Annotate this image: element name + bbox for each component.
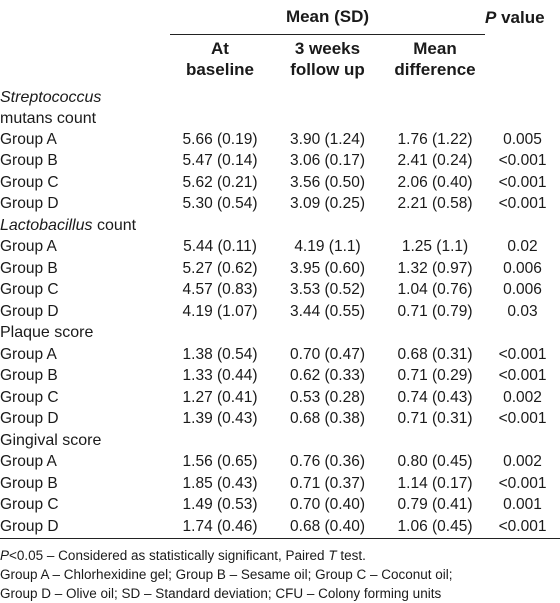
col-baseline-header: At baseline [185,39,255,79]
p-value-header: P value [485,0,560,83]
col-followup-header: 3 weeks follow up [290,39,365,79]
table-row: Group D 1.39 (0.43) 0.68 (0.38) 0.71 (0.31)… [0,410,547,428]
table-row: Group C 5.62 (0.21) 3.56 (0.50) 2.06 (0.40)… [0,173,547,191]
table-footnote: P<0.05 – Considered as statistically sig… [0,546,560,603]
header-empty-cell-2 [0,35,170,84]
table-row: Group A 1.38 (0.54) 0.70 (0.47) 0.68 (0.31)… [0,345,547,363]
footnote-groups-1: Group A – Chlorhexidine gel; Group B – S… [0,567,453,582]
section-label-streptococcus-line1: Streptococcus [0,89,102,106]
section-label-lactobacillus: Lactobacillus count [0,216,137,234]
table-row: Group D 1.74 (0.46) 0.68 (0.40) 1.06 (0.45)… [0,516,560,539]
header-empty-cell [0,0,170,35]
footnote-significance: P<0.05 – Considered as statistically sig… [0,548,366,563]
table-row: Group C 1.49 (0.53) 0.70 (0.40) 0.79 (0.41)… [0,496,542,514]
mean-sd-header: Mean (SD) [170,0,486,35]
table-row: Group C 4.57 (0.83) 3.53 (0.52) 1.04 (0.76)… [0,281,542,299]
table-row: Group B 1.85 (0.43) 0.71 (0.37) 1.14 (0.17)… [0,474,547,492]
table-row: Group A 1.56 (0.65) 0.76 (0.36) 0.80 (0.45)… [0,453,542,471]
table-row: Group B 5.47 (0.14) 3.06 (0.17) 2.41 (0.24)… [0,152,547,170]
table-row: Group D 4.19 (1.07) 3.44 (0.55) 0.71 (0.79)… [0,302,538,320]
table-row: Group B 5.27 (0.62) 3.95 (0.60) 1.32 (0.97)… [0,259,542,277]
table-row: Group C 1.27 (0.41) 0.53 (0.28) 0.74 (0.43)… [0,388,542,406]
table-row: Group A 5.66 (0.19) 3.90 (1.24) 1.76 (1.22)… [0,130,542,148]
section-label-streptococcus-line2: mutans count [0,110,97,127]
table-row: Group A 5.44 (0.11) 4.19 (1.1) 1.25 (1.1) 0.… [0,238,538,256]
results-table: Mean (SD) P value At baseline 3 weeks foll… [0,0,560,539]
footnote-groups-2: Group D – Olive oil; SD – Standard devia… [0,586,442,601]
p-value-header-rest: value [496,8,545,27]
section-label-plaque: Plaque score [0,324,94,342]
p-value-header-p: P [485,8,497,27]
section-label-gingival: Gingival score [0,431,102,449]
col-difference-header: Mean difference [394,39,476,79]
table-row: Group B 1.33 (0.44) 0.62 (0.33) 0.71 (0.29)… [0,367,547,385]
table-row: Group D 5.30 (0.54) 3.09 (0.25) 2.21 (0.58)… [0,195,547,213]
